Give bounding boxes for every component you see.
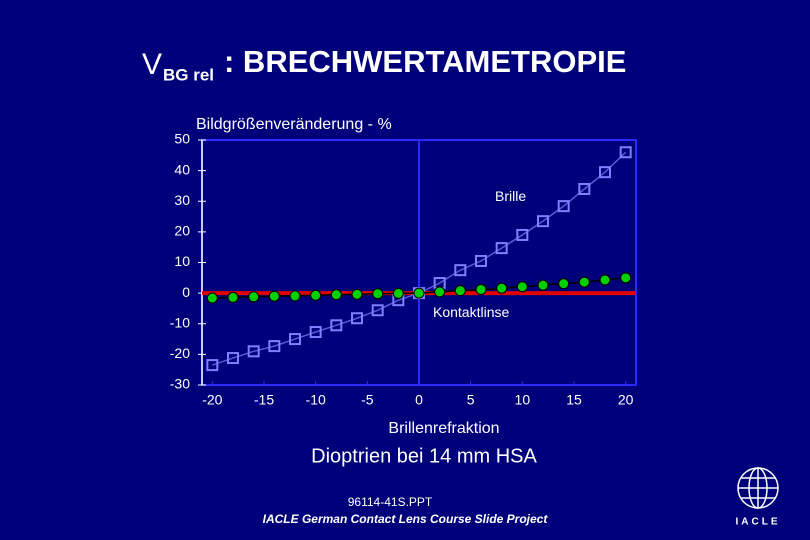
square-marker: [351, 312, 363, 325]
x-tick-label: -10: [306, 392, 326, 408]
square-marker: [619, 146, 632, 159]
square-marker: [599, 166, 611, 179]
footer-file: 96114-41S.PPT: [348, 495, 433, 509]
square-marker: [227, 352, 239, 365]
x-tick-label: 15: [566, 392, 582, 408]
circle-marker: [434, 286, 446, 298]
square-marker: [206, 359, 219, 372]
circle-marker: [578, 276, 590, 288]
square-marker: [495, 242, 508, 255]
y-tick-label: 10: [174, 253, 190, 269]
series-label: Kontaktlinse: [433, 304, 509, 320]
series-label: Brille: [495, 188, 526, 204]
circle-marker: [558, 278, 570, 290]
square-marker: [537, 215, 549, 228]
title-rest: : BRECHWERTAMETROPIE: [224, 44, 626, 79]
y-tick-label: -20: [170, 345, 190, 361]
circle-marker: [289, 290, 301, 302]
square-marker: [371, 304, 384, 317]
x-tick-label: -5: [361, 392, 374, 408]
square-marker: [557, 200, 570, 213]
circle-marker: [227, 291, 239, 303]
x-tick-label: -15: [254, 392, 274, 408]
circle-marker: [351, 288, 363, 300]
circle-marker: [496, 282, 508, 294]
circle-marker: [475, 283, 487, 295]
logo-text: IACLE: [736, 517, 781, 528]
x-axis-label: Brillenrefraktion: [388, 420, 499, 437]
circle-marker: [599, 274, 611, 286]
x-axis-sublabel: Dioptrien bei 14 mm HSA: [311, 445, 537, 467]
square-marker: [516, 228, 529, 241]
y-tick-label: 30: [174, 192, 190, 208]
title: V: [142, 48, 162, 81]
y-tick-label: -30: [170, 376, 190, 392]
logo: [737, 467, 779, 509]
y-tick-label: 40: [174, 161, 190, 177]
circle-marker: [206, 292, 218, 304]
circle-marker: [330, 289, 342, 301]
square-marker: [289, 333, 301, 346]
y-tick-label: 20: [174, 223, 190, 239]
y-tick-label: -10: [170, 314, 190, 330]
x-tick-label: 5: [467, 392, 475, 408]
circle-marker: [310, 289, 322, 301]
circle-marker: [372, 288, 384, 300]
square-marker: [309, 326, 322, 339]
circle-marker: [537, 279, 549, 291]
y-axis-label: Bildgrößenveränderung - %: [196, 116, 392, 133]
x-tick-label: 20: [618, 392, 634, 408]
x-tick-label: -20: [202, 392, 222, 408]
circle-marker: [620, 272, 632, 284]
square-marker: [268, 340, 281, 353]
square-marker: [578, 183, 591, 195]
x-tick-label: 0: [415, 392, 423, 408]
circle-marker: [268, 290, 280, 302]
square-marker: [247, 345, 260, 358]
circle-marker: [516, 281, 528, 293]
circle-marker: [248, 291, 260, 303]
x-tick-label: 10: [515, 392, 531, 408]
square-marker: [475, 254, 487, 267]
square-marker: [330, 319, 343, 332]
square-marker: [454, 264, 467, 277]
y-tick-label: 50: [174, 131, 190, 147]
y-tick-label: 0: [182, 284, 190, 300]
circle-marker: [413, 287, 425, 299]
footer-project: IACLE German Contact Lens Course Slide P…: [263, 512, 549, 526]
circle-marker: [454, 285, 466, 297]
title-subscript: BG rel: [163, 65, 214, 84]
circle-marker: [392, 287, 404, 299]
